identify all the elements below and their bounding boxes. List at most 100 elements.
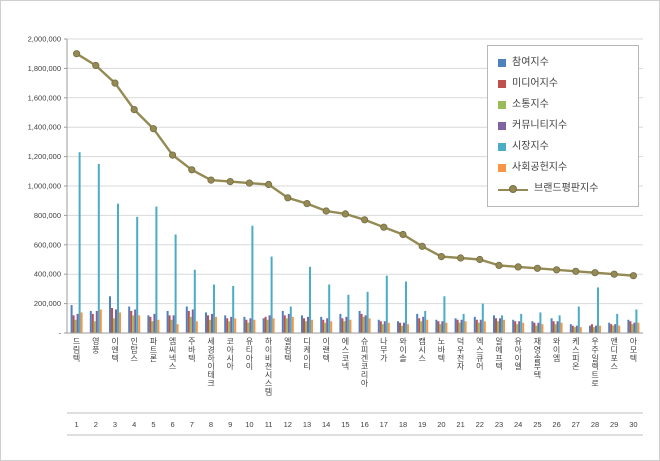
- bar: [616, 313, 619, 333]
- rank-label: 27: [572, 420, 580, 429]
- bar: [456, 319, 459, 333]
- bar: [385, 275, 388, 333]
- bar: [541, 324, 544, 333]
- bar: [501, 315, 503, 333]
- rank-label: 21: [456, 420, 464, 429]
- rank-label: 15: [341, 420, 349, 429]
- bar: [575, 325, 578, 333]
- legend-label: 미디어지수: [512, 78, 558, 89]
- rank-label: 25: [533, 420, 541, 429]
- bar: [326, 318, 329, 333]
- rank-label: 8: [209, 420, 213, 429]
- bar: [458, 322, 461, 333]
- bar: [249, 318, 252, 333]
- bar: [91, 313, 94, 333]
- bar: [360, 313, 363, 333]
- legend-item: 시장지수: [498, 142, 628, 152]
- trend-marker: [322, 207, 330, 215]
- bar: [320, 316, 323, 333]
- bar: [134, 309, 137, 333]
- bar: [74, 319, 77, 333]
- bar: [387, 322, 390, 333]
- y-tick-label: 2,000,000: [28, 35, 61, 44]
- bar: [416, 313, 419, 333]
- bar: [503, 319, 505, 333]
- legend-swatch-icon: [498, 164, 506, 172]
- trend-marker: [437, 253, 445, 261]
- bar: [462, 313, 465, 333]
- bar: [343, 321, 346, 333]
- bar: [379, 321, 382, 333]
- legend-swatch-icon: [498, 80, 506, 88]
- bar: [593, 327, 595, 333]
- bar: [207, 315, 209, 333]
- bar: [172, 315, 175, 333]
- rank-label: 24: [514, 420, 522, 429]
- bar: [266, 319, 269, 333]
- y-tick-label: 600,000: [34, 240, 61, 249]
- bar: [554, 324, 557, 333]
- y-tick-label: 1,400,000: [28, 123, 61, 132]
- bar: [153, 313, 156, 333]
- rank-label: 30: [629, 420, 637, 429]
- trend-marker: [380, 223, 388, 231]
- bar: [479, 319, 482, 333]
- bar: [251, 225, 254, 333]
- bar: [307, 316, 309, 333]
- bar: [111, 308, 113, 333]
- trend-marker: [514, 263, 522, 271]
- bar: [328, 284, 331, 333]
- trend-marker: [264, 180, 273, 189]
- bar: [224, 315, 227, 333]
- trend-marker: [92, 61, 100, 70]
- bar: [72, 315, 75, 333]
- bar: [119, 312, 121, 333]
- bar: [130, 310, 133, 333]
- bar: [268, 315, 271, 333]
- bar: [443, 296, 446, 333]
- bar: [422, 316, 425, 333]
- bar: [631, 324, 634, 333]
- rank-label: 13: [303, 420, 311, 429]
- bar: [264, 316, 267, 333]
- bar: [377, 319, 380, 333]
- trend-marker: [284, 194, 292, 202]
- trend-marker: [130, 106, 138, 114]
- bar: [552, 321, 555, 333]
- bar: [147, 315, 150, 333]
- bar: [168, 315, 171, 333]
- bar: [245, 319, 248, 333]
- trend-marker: [533, 264, 542, 272]
- bar-series-1: [70, 296, 630, 333]
- bar: [243, 316, 246, 333]
- bar: [571, 325, 574, 333]
- bar: [349, 319, 352, 333]
- bar: [291, 316, 294, 333]
- y-tick-label: 400,000: [34, 270, 61, 279]
- bar: [637, 322, 640, 333]
- bar: [287, 313, 290, 333]
- bar: [573, 327, 576, 333]
- bar: [497, 321, 499, 333]
- trend-marker: [399, 230, 407, 239]
- y-tick-label: 1,800,000: [28, 64, 61, 73]
- bar: [383, 321, 386, 333]
- bar: [136, 216, 139, 333]
- bar: [610, 324, 613, 333]
- bar: [247, 322, 250, 333]
- legend-item: 참여지수: [498, 58, 628, 68]
- legend-swatch-icon: [498, 59, 506, 67]
- bar: [324, 322, 327, 333]
- trend-marker: [591, 269, 599, 277]
